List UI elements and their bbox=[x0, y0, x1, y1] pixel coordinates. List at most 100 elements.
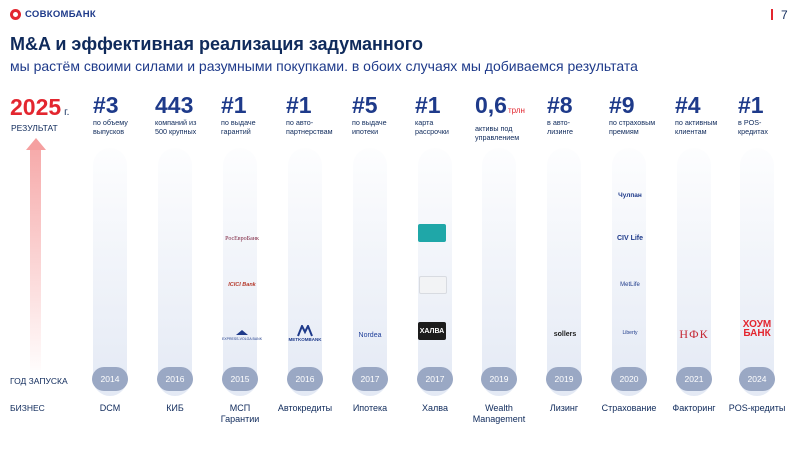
stat-auto: #1 по авто- партнерствам bbox=[286, 92, 333, 136]
column-track bbox=[418, 148, 452, 396]
growth-arrow-icon bbox=[26, 138, 46, 150]
stat-value: 0,6трлн bbox=[475, 92, 525, 118]
brand-logo: СОВКОМБАНК bbox=[10, 9, 96, 20]
launch-year-badge: 2017 bbox=[417, 367, 453, 391]
stat-description: в авто- лизинге bbox=[547, 118, 573, 136]
result-label: РЕЗУЛЬТАТ bbox=[11, 123, 58, 133]
launch-year-badge: 2021 bbox=[676, 367, 712, 391]
business-name: Лизинг bbox=[549, 403, 579, 413]
stat-description: по авто- партнерствам bbox=[286, 118, 333, 136]
metkombank-mark-icon bbox=[297, 324, 313, 336]
business-name: Страхование bbox=[601, 403, 657, 413]
stat-description: по активным клиентам bbox=[675, 118, 718, 136]
column-track bbox=[223, 148, 257, 396]
logo-sollers-text: sollers bbox=[553, 330, 577, 338]
launch-year-badge: 2024 bbox=[739, 367, 775, 391]
stat-value: #9 bbox=[609, 92, 635, 118]
business-name: Факторинг bbox=[672, 403, 716, 413]
launch-year-badge: 2017 bbox=[352, 367, 388, 391]
business-name: Wealth Management bbox=[472, 403, 526, 424]
stat-value: #1 bbox=[286, 92, 312, 118]
logo-metkombank: METKOMBANK bbox=[284, 320, 326, 346]
column-track bbox=[93, 148, 127, 396]
business-name: POS-кредиты bbox=[728, 403, 786, 413]
halva-card-white-icon bbox=[419, 276, 447, 294]
halva-card-teal-icon bbox=[418, 224, 446, 242]
logo-halva-text: ХАЛВА bbox=[419, 327, 445, 335]
stat-description: карта рассрочки bbox=[415, 118, 449, 136]
logo-express-volga-text: EXPRESS-VOLGA BANK bbox=[221, 337, 263, 341]
logo-metlife: MetLife bbox=[610, 279, 650, 291]
column-track bbox=[677, 148, 711, 396]
launch-year-badge: 2014 bbox=[92, 367, 128, 391]
stat-value: #1 bbox=[221, 92, 247, 118]
stat-description: по выдаче гарантий bbox=[221, 118, 256, 136]
logo-rosevrobank-text: РосЕвроБанк bbox=[225, 236, 259, 242]
result-year-suffix: г. bbox=[64, 107, 70, 118]
logo-icici: ICICI Bank bbox=[222, 278, 262, 292]
logo-civ-life-text: CIV Life bbox=[616, 234, 644, 242]
stat-value: #4 bbox=[675, 92, 701, 118]
logo-liberty-text: Liberty bbox=[622, 330, 638, 336]
column-track bbox=[353, 148, 387, 396]
launch-year-badge: 2020 bbox=[611, 367, 647, 391]
page-subtitle: мы растём своими силами и разумными поку… bbox=[10, 58, 638, 74]
launch-year-badge: 2019 bbox=[546, 367, 582, 391]
stat-pos: #1 в POS- кредитах bbox=[738, 92, 768, 136]
stat-description: компаний из 500 крупных bbox=[155, 118, 197, 136]
stat-unit: трлн bbox=[507, 106, 525, 115]
stat-leasing: #8 в авто- лизинге bbox=[547, 92, 573, 136]
logo-metlife-text: MetLife bbox=[620, 282, 640, 288]
business-name: DCM bbox=[99, 403, 121, 413]
logo-chulpan: Чулпан bbox=[610, 189, 650, 201]
logo-metkombank-text: METKOMBANK bbox=[288, 336, 322, 342]
launch-year-badge: 2016 bbox=[287, 367, 323, 391]
stat-description: по страховым премиям bbox=[609, 118, 656, 136]
column-track bbox=[740, 148, 774, 396]
stat-wealth: 0,6трлн активы под управлением bbox=[475, 92, 525, 142]
stat-description: в POS- кредитах bbox=[738, 118, 768, 136]
stat-mortgage: #5 по выдаче ипотеки bbox=[352, 92, 387, 136]
launch-year-label: ГОД ЗАПУСКА bbox=[10, 376, 68, 386]
business-name: Халва bbox=[422, 403, 448, 413]
stat-value: #5 bbox=[352, 92, 378, 118]
stat-factoring: #4 по активным клиентам bbox=[675, 92, 717, 136]
stat-value: #8 bbox=[547, 92, 573, 118]
logo-home-bank-text: ХОУМ БАНК bbox=[742, 319, 772, 339]
launch-year-badge: 2016 bbox=[157, 367, 193, 391]
page-title: M&A и эффективная реализация задуманного bbox=[10, 34, 424, 54]
launch-year-badge: 2019 bbox=[481, 367, 517, 391]
column-track bbox=[482, 148, 516, 396]
stat-halva: #1 карта рассрочки bbox=[415, 92, 449, 136]
logo-nfk-text: НФК bbox=[679, 326, 709, 341]
growth-arrow-shaft bbox=[30, 146, 41, 370]
logo-liberty: Liberty bbox=[608, 324, 652, 342]
logo-icici-text: ICICI Bank bbox=[228, 282, 256, 288]
business-name: МСП Гарантии bbox=[220, 403, 260, 424]
column-track bbox=[158, 148, 192, 396]
logo-nordea-text: Nordea bbox=[358, 331, 382, 339]
page-number-divider bbox=[771, 9, 773, 20]
business-label: БИЗНЕС bbox=[10, 403, 45, 413]
stat-description: активы под управлением bbox=[475, 124, 520, 142]
logo-chulpan-text: Чулпан bbox=[618, 191, 642, 199]
brand-name: СОВКОМБАНК bbox=[25, 9, 96, 20]
logo-sollers: sollers bbox=[545, 327, 585, 341]
page-number: 7 bbox=[781, 8, 788, 22]
stat-value: 443 bbox=[155, 92, 194, 118]
launch-year-badge: 2015 bbox=[222, 367, 258, 391]
stat-description: по выдаче ипотеки bbox=[352, 118, 387, 136]
result-year-value: 2025 bbox=[10, 94, 62, 120]
stat-msp: #1 по выдаче гарантий bbox=[221, 92, 256, 136]
logo-civ-life: CIV Life bbox=[610, 231, 650, 245]
stat-dcm: #3 по объему выпусков bbox=[93, 92, 128, 136]
business-name: Ипотека bbox=[352, 403, 388, 413]
stat-value: #1 bbox=[738, 92, 764, 118]
logo-nordea: Nordea bbox=[350, 328, 390, 342]
business-name: КИБ bbox=[166, 403, 184, 413]
logo-halva-card: ХАЛВА bbox=[418, 322, 446, 340]
logo-rosevrobank: РосЕвроБанк bbox=[220, 228, 264, 250]
stat-insurance: #9 по страховым премиям bbox=[609, 92, 655, 136]
logo-express-volga: EXPRESS-VOLGA BANK bbox=[218, 326, 266, 344]
stat-value: #3 bbox=[93, 92, 119, 118]
